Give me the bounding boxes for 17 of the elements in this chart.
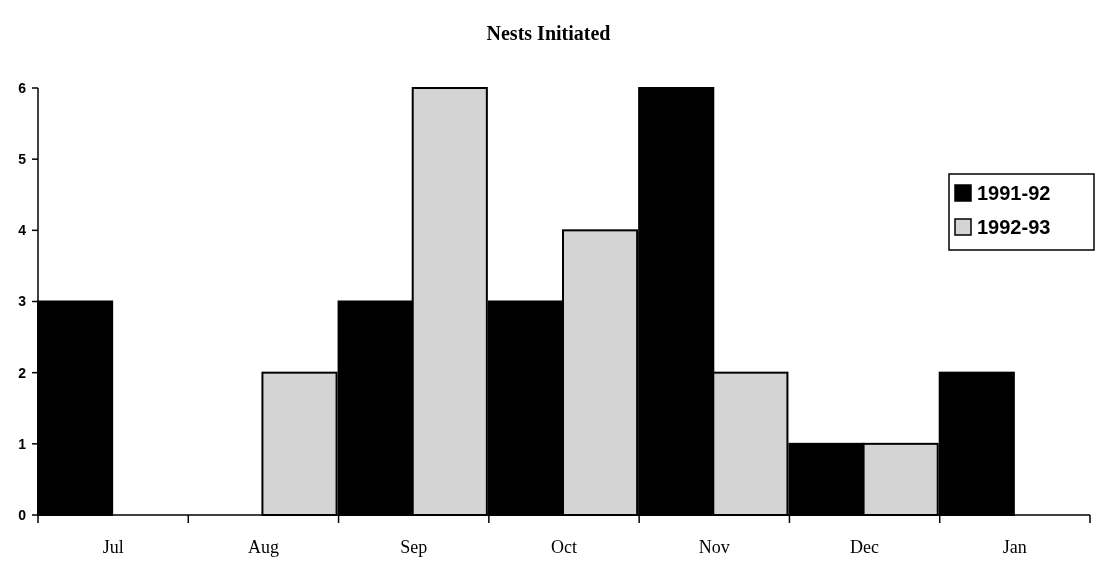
y-tick-label: 6: [18, 79, 27, 96]
x-tick-label: Dec: [850, 537, 880, 557]
chart-title: Nests Initiated: [486, 22, 611, 44]
y-tick-label: 5: [18, 151, 27, 168]
y-tick-label: 0: [18, 506, 27, 523]
y-tick-label: 1: [18, 435, 27, 452]
y-tick-label: 3: [18, 293, 27, 310]
y-tick-label: 2: [18, 364, 27, 381]
x-tick-label: Nov: [698, 537, 730, 557]
y-tick-label: 4: [18, 222, 27, 239]
x-tick-label: Aug: [247, 537, 279, 557]
x-tick-label: Sep: [400, 537, 428, 557]
legend-label: 1991-92: [977, 182, 1051, 204]
legend-label: 1992-93: [977, 216, 1051, 238]
x-tick-label: Jan: [1002, 537, 1027, 557]
x-tick-label: Jul: [102, 537, 124, 557]
x-tick-label: Oct: [551, 537, 577, 557]
